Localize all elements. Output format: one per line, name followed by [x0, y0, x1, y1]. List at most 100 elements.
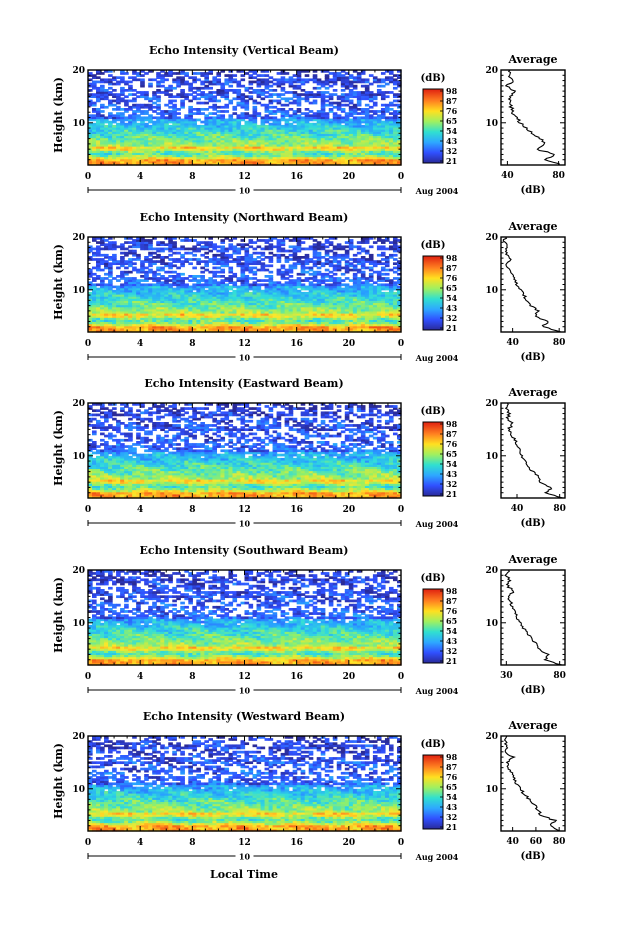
heatmap-cell [348, 308, 354, 312]
heatmap-cell [280, 283, 286, 287]
heatmap-cell [376, 139, 382, 143]
heatmap-cell [116, 319, 121, 323]
heatmap-cell [180, 133, 185, 137]
heatmap-cell [264, 154, 270, 158]
heatmap-cell [160, 135, 165, 139]
heatmap-cell [112, 124, 117, 128]
heatmap-cell [200, 306, 205, 310]
heatmap-cell [124, 110, 129, 113]
heatmap-cell [324, 306, 330, 310]
heatmap-cell [236, 118, 242, 122]
heatmap-cell [128, 135, 133, 139]
heatmap-cell [112, 321, 117, 325]
heatmap-cell [212, 120, 218, 124]
heatmap-cell [152, 141, 157, 145]
heatmap-cell [220, 93, 226, 96]
heatmap-cell [216, 287, 222, 291]
heatmap-cell [344, 135, 350, 139]
heatmap-cell [252, 160, 258, 164]
heatmap-cell [252, 143, 258, 147]
heatmap-cell [360, 143, 366, 147]
heatmap-cell [320, 91, 326, 94]
heatmap-cell [244, 120, 250, 124]
heatmap-cell [320, 118, 326, 122]
heatmap-cell [180, 298, 185, 301]
heatmap-cell [324, 304, 330, 308]
heatmap-cell [332, 148, 338, 151]
heatmap-cell [356, 97, 362, 101]
heatmap-cell [264, 82, 270, 86]
heatmap-cell [224, 304, 230, 308]
heatmap-cell [316, 146, 322, 149]
heatmap-cell [100, 105, 105, 109]
heatmap-cell [368, 277, 374, 280]
heatmap-cell [376, 158, 382, 162]
heatmap-cell [376, 114, 382, 118]
heatmap-cell [148, 116, 153, 120]
heatmap-cell [384, 110, 390, 113]
heatmap-cell [336, 327, 342, 331]
heatmap-cell [220, 268, 226, 272]
heatmap-cell [112, 133, 117, 137]
heatmap-cell [164, 158, 169, 162]
heatmap-cell [196, 150, 201, 153]
heatmap-cell [144, 287, 149, 291]
heatmap-cell [92, 327, 97, 331]
heatmap-cell [272, 281, 278, 285]
heatmap-cell [212, 141, 218, 145]
heatmap-cell [292, 133, 298, 137]
heatmap-cell [292, 323, 298, 327]
heatmap-cell [140, 289, 145, 293]
heatmap-cell [272, 329, 278, 333]
heatmap-cell [308, 296, 314, 299]
heatmap-cell [208, 72, 213, 75]
heatmap-cell [272, 148, 278, 151]
heatmap-cell [152, 110, 157, 113]
heatmap-cell [324, 323, 330, 327]
heatmap-cell [208, 105, 213, 109]
heatmap-cell [152, 298, 157, 301]
heatmap-cell [392, 82, 398, 86]
heatmap-cell [132, 281, 137, 285]
heatmap-cell [188, 285, 193, 289]
heatmap-cell [128, 133, 133, 137]
heatmap-cell [132, 105, 137, 109]
heatmap-cell [356, 139, 362, 143]
heatmap-cell [164, 139, 169, 143]
heatmap-cell [260, 122, 266, 126]
heatmap-cell [232, 298, 238, 301]
heatmap-cell [324, 156, 330, 160]
heatmap-cell [328, 133, 334, 137]
heatmap-cell [100, 289, 105, 293]
heatmap-cell [260, 329, 266, 333]
heatmap-cell [352, 285, 358, 289]
heatmap-cell [304, 279, 310, 282]
heatmap-cell [228, 162, 234, 166]
heatmap-cell [252, 294, 258, 297]
heatmap-cell [296, 129, 302, 132]
heatmap-cell [372, 110, 378, 113]
heatmap-cell [196, 315, 201, 318]
heatmap-cell [88, 150, 93, 153]
heatmap-cell [100, 95, 105, 99]
heatmap-cell [252, 156, 258, 160]
heatmap-cell [148, 135, 153, 139]
heatmap-cell [256, 308, 262, 312]
heatmap-cell [304, 294, 310, 297]
heatmap-cell [304, 135, 310, 139]
heatmap-cell [124, 152, 129, 156]
heatmap-cell [336, 329, 342, 333]
heatmap-cell [100, 122, 105, 126]
heatmap-cell [156, 289, 161, 293]
heatmap-cell [204, 86, 209, 90]
heatmap-cell [128, 124, 133, 128]
heatmap-cell [312, 329, 318, 333]
heatmap-cell [376, 270, 382, 274]
heatmap-cell [96, 150, 101, 153]
heatmap-cell [364, 289, 370, 293]
heatmap-cell [160, 315, 165, 318]
heatmap-cell [116, 108, 121, 111]
heatmap-cell [288, 91, 294, 94]
heatmap-cell [144, 137, 149, 141]
heatmap-cell [184, 139, 189, 143]
